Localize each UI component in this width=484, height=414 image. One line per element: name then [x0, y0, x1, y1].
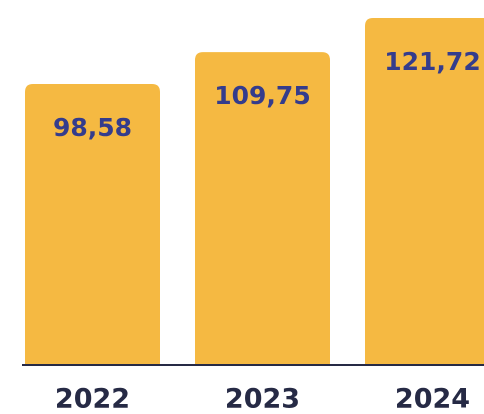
- bar: [25, 83, 160, 366]
- x-tick-label: 2023: [225, 384, 300, 414]
- value-label: 109,75: [214, 81, 310, 110]
- x-tick-label: 2022: [55, 384, 130, 414]
- bar: [195, 52, 330, 365]
- x-tick-label: 2024: [395, 384, 470, 414]
- labels: 98,58 2022 109,75 2023 121,72 2024: [53, 47, 481, 414]
- value-label: 121,72: [384, 47, 480, 76]
- bar: [365, 18, 484, 365]
- bars: [25, 18, 484, 366]
- value-label: 98,58: [53, 113, 132, 142]
